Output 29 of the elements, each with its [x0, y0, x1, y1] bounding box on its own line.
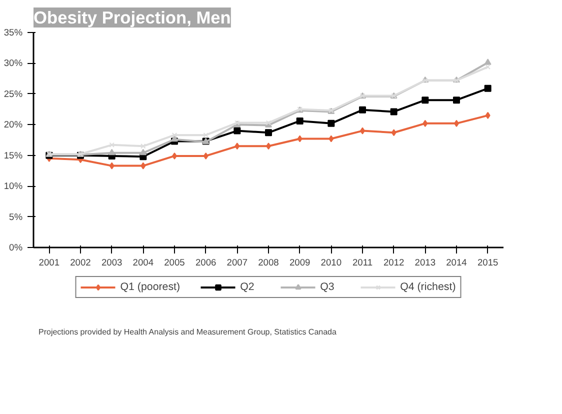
y-tick-label: 25% — [4, 88, 22, 99]
text: Projections provided by Health Analysis and Measurement Group, Statistics Canada — [38, 328, 337, 336]
x-tick-label: 2004 — [132, 258, 154, 268]
x-tick-label: 2008 — [258, 258, 279, 268]
y-tick-label: 10% — [4, 181, 22, 192]
x-tick-label: 2013 — [414, 258, 436, 268]
y-tick-label: 35% — [4, 28, 22, 38]
x-tick-label: 2009 — [289, 258, 310, 268]
chart-title: Obesity Projection, Men — [34, 8, 231, 28]
y-tick-label: 15% — [4, 150, 22, 160]
x-tick-label: 2002 — [70, 258, 91, 268]
x-tick-label: 2010 — [320, 258, 342, 268]
x-tick-label: 2007 — [226, 258, 248, 268]
x-tick-label: 2005 — [164, 258, 185, 268]
legend-label: Q4 (richest) — [400, 281, 456, 293]
y-tick-label: 0% — [9, 242, 22, 252]
legend-label: Q3 — [320, 281, 336, 293]
y-tick-label: 20% — [4, 120, 22, 130]
legend-label: Q1 (poorest) — [120, 281, 180, 293]
legend-label: Q2 — [240, 281, 256, 293]
x-tick-label: 2006 — [195, 258, 216, 268]
x-tick-label: 2015 — [477, 258, 498, 268]
y-tick-label: 30% — [4, 58, 22, 68]
x-tick-label: 2003 — [101, 258, 122, 268]
y-tick-label: 5% — [9, 212, 22, 222]
x-tick-label: 2001 — [38, 258, 60, 268]
x-tick-label: 2014 — [446, 258, 467, 268]
x-tick-label: 2012 — [383, 258, 404, 268]
x-tick-label: 2011 — [352, 258, 373, 268]
